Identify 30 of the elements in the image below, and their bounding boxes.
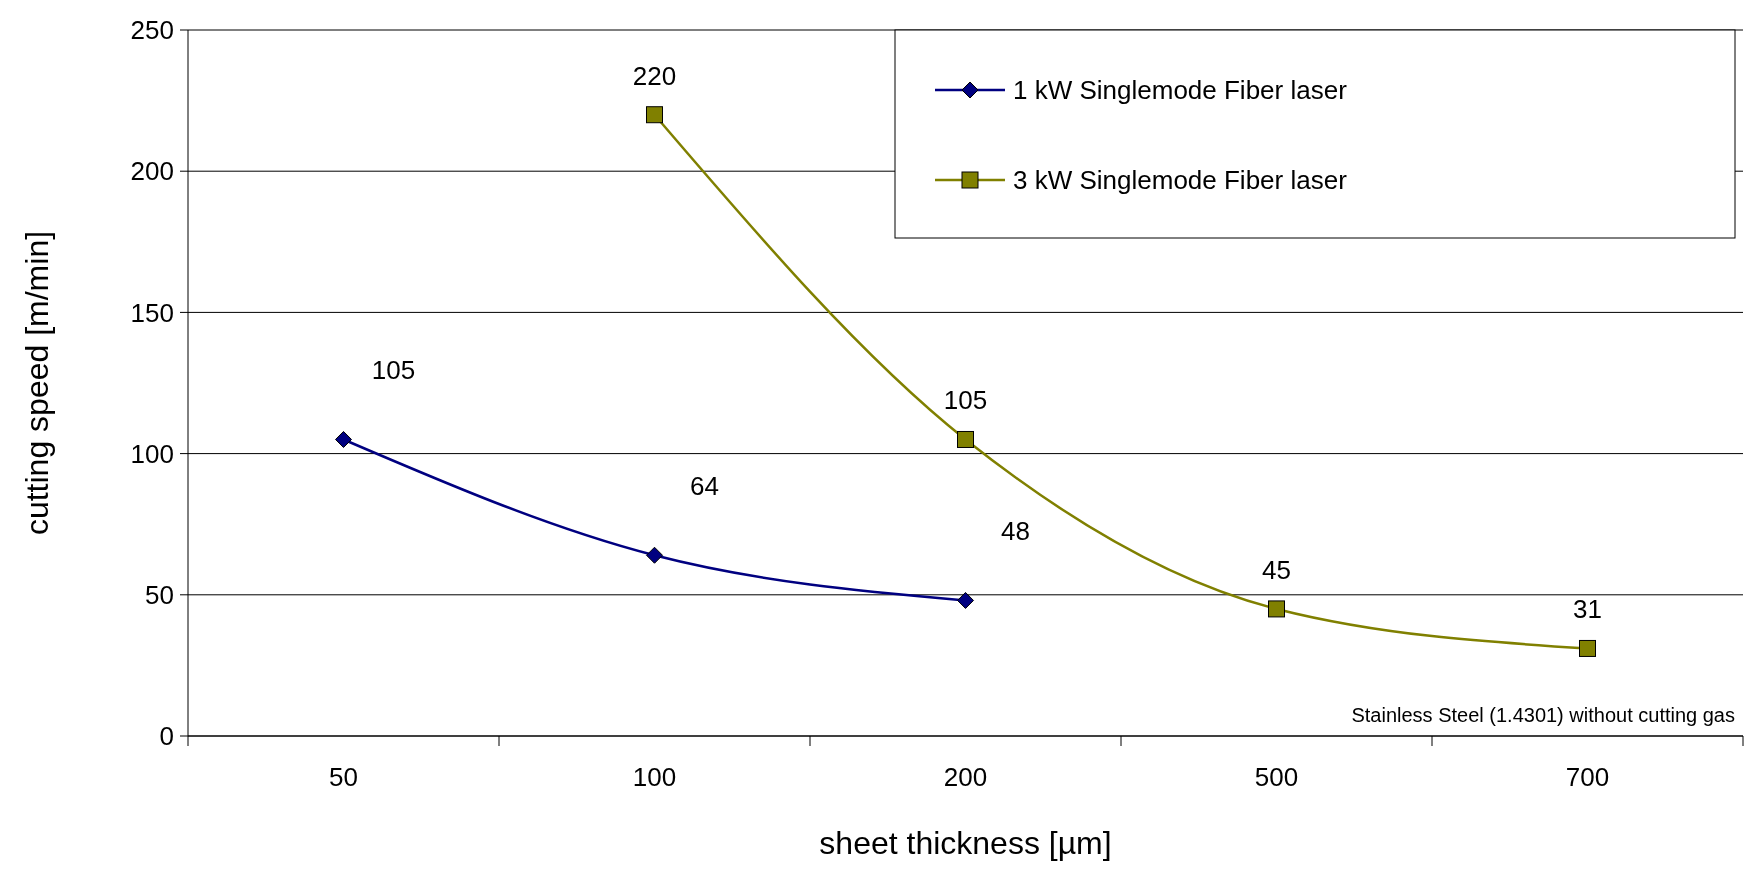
x-tick-label: 700 xyxy=(1565,762,1610,792)
y-tick-label: 150 xyxy=(130,297,174,328)
legend-label: 3 kW Singlemode Fiber laser xyxy=(1013,165,1348,196)
y-tick-label: 200 xyxy=(130,156,174,187)
x-tick-label: 50 xyxy=(329,762,358,792)
x-tick-label: 100 xyxy=(632,762,677,792)
y-tick-label: 50 xyxy=(145,579,174,610)
y-tick-label: 0 xyxy=(159,721,174,752)
point xyxy=(646,106,663,124)
annotation: Stainless Steel (1.4301) without cutting gas xyxy=(1351,704,1735,726)
data-label: 64 xyxy=(690,471,719,502)
legend-label: 1 kW Singlemode Fiber laser xyxy=(1013,75,1348,106)
data-label: 220 xyxy=(632,60,677,91)
x-tick-label: 500 xyxy=(1254,762,1299,792)
data-label: 105 xyxy=(371,355,416,386)
x-tick-label: 200 xyxy=(943,762,988,792)
y-axis-title: cutting speed [m/min] xyxy=(19,230,55,536)
data-label: 45 xyxy=(1262,554,1291,585)
point xyxy=(1268,600,1285,618)
point xyxy=(957,430,974,448)
y-tick-label: 250 xyxy=(130,15,174,46)
y-tick-label: 100 xyxy=(130,438,174,469)
point xyxy=(646,546,663,564)
x-axis-title: sheet thickness [µm] xyxy=(819,825,1112,861)
point xyxy=(335,430,352,448)
data-label: 105 xyxy=(943,385,988,416)
data-label: 31 xyxy=(1573,594,1602,625)
data-label: 48 xyxy=(1001,516,1030,547)
point xyxy=(957,591,974,609)
point xyxy=(1579,639,1596,657)
